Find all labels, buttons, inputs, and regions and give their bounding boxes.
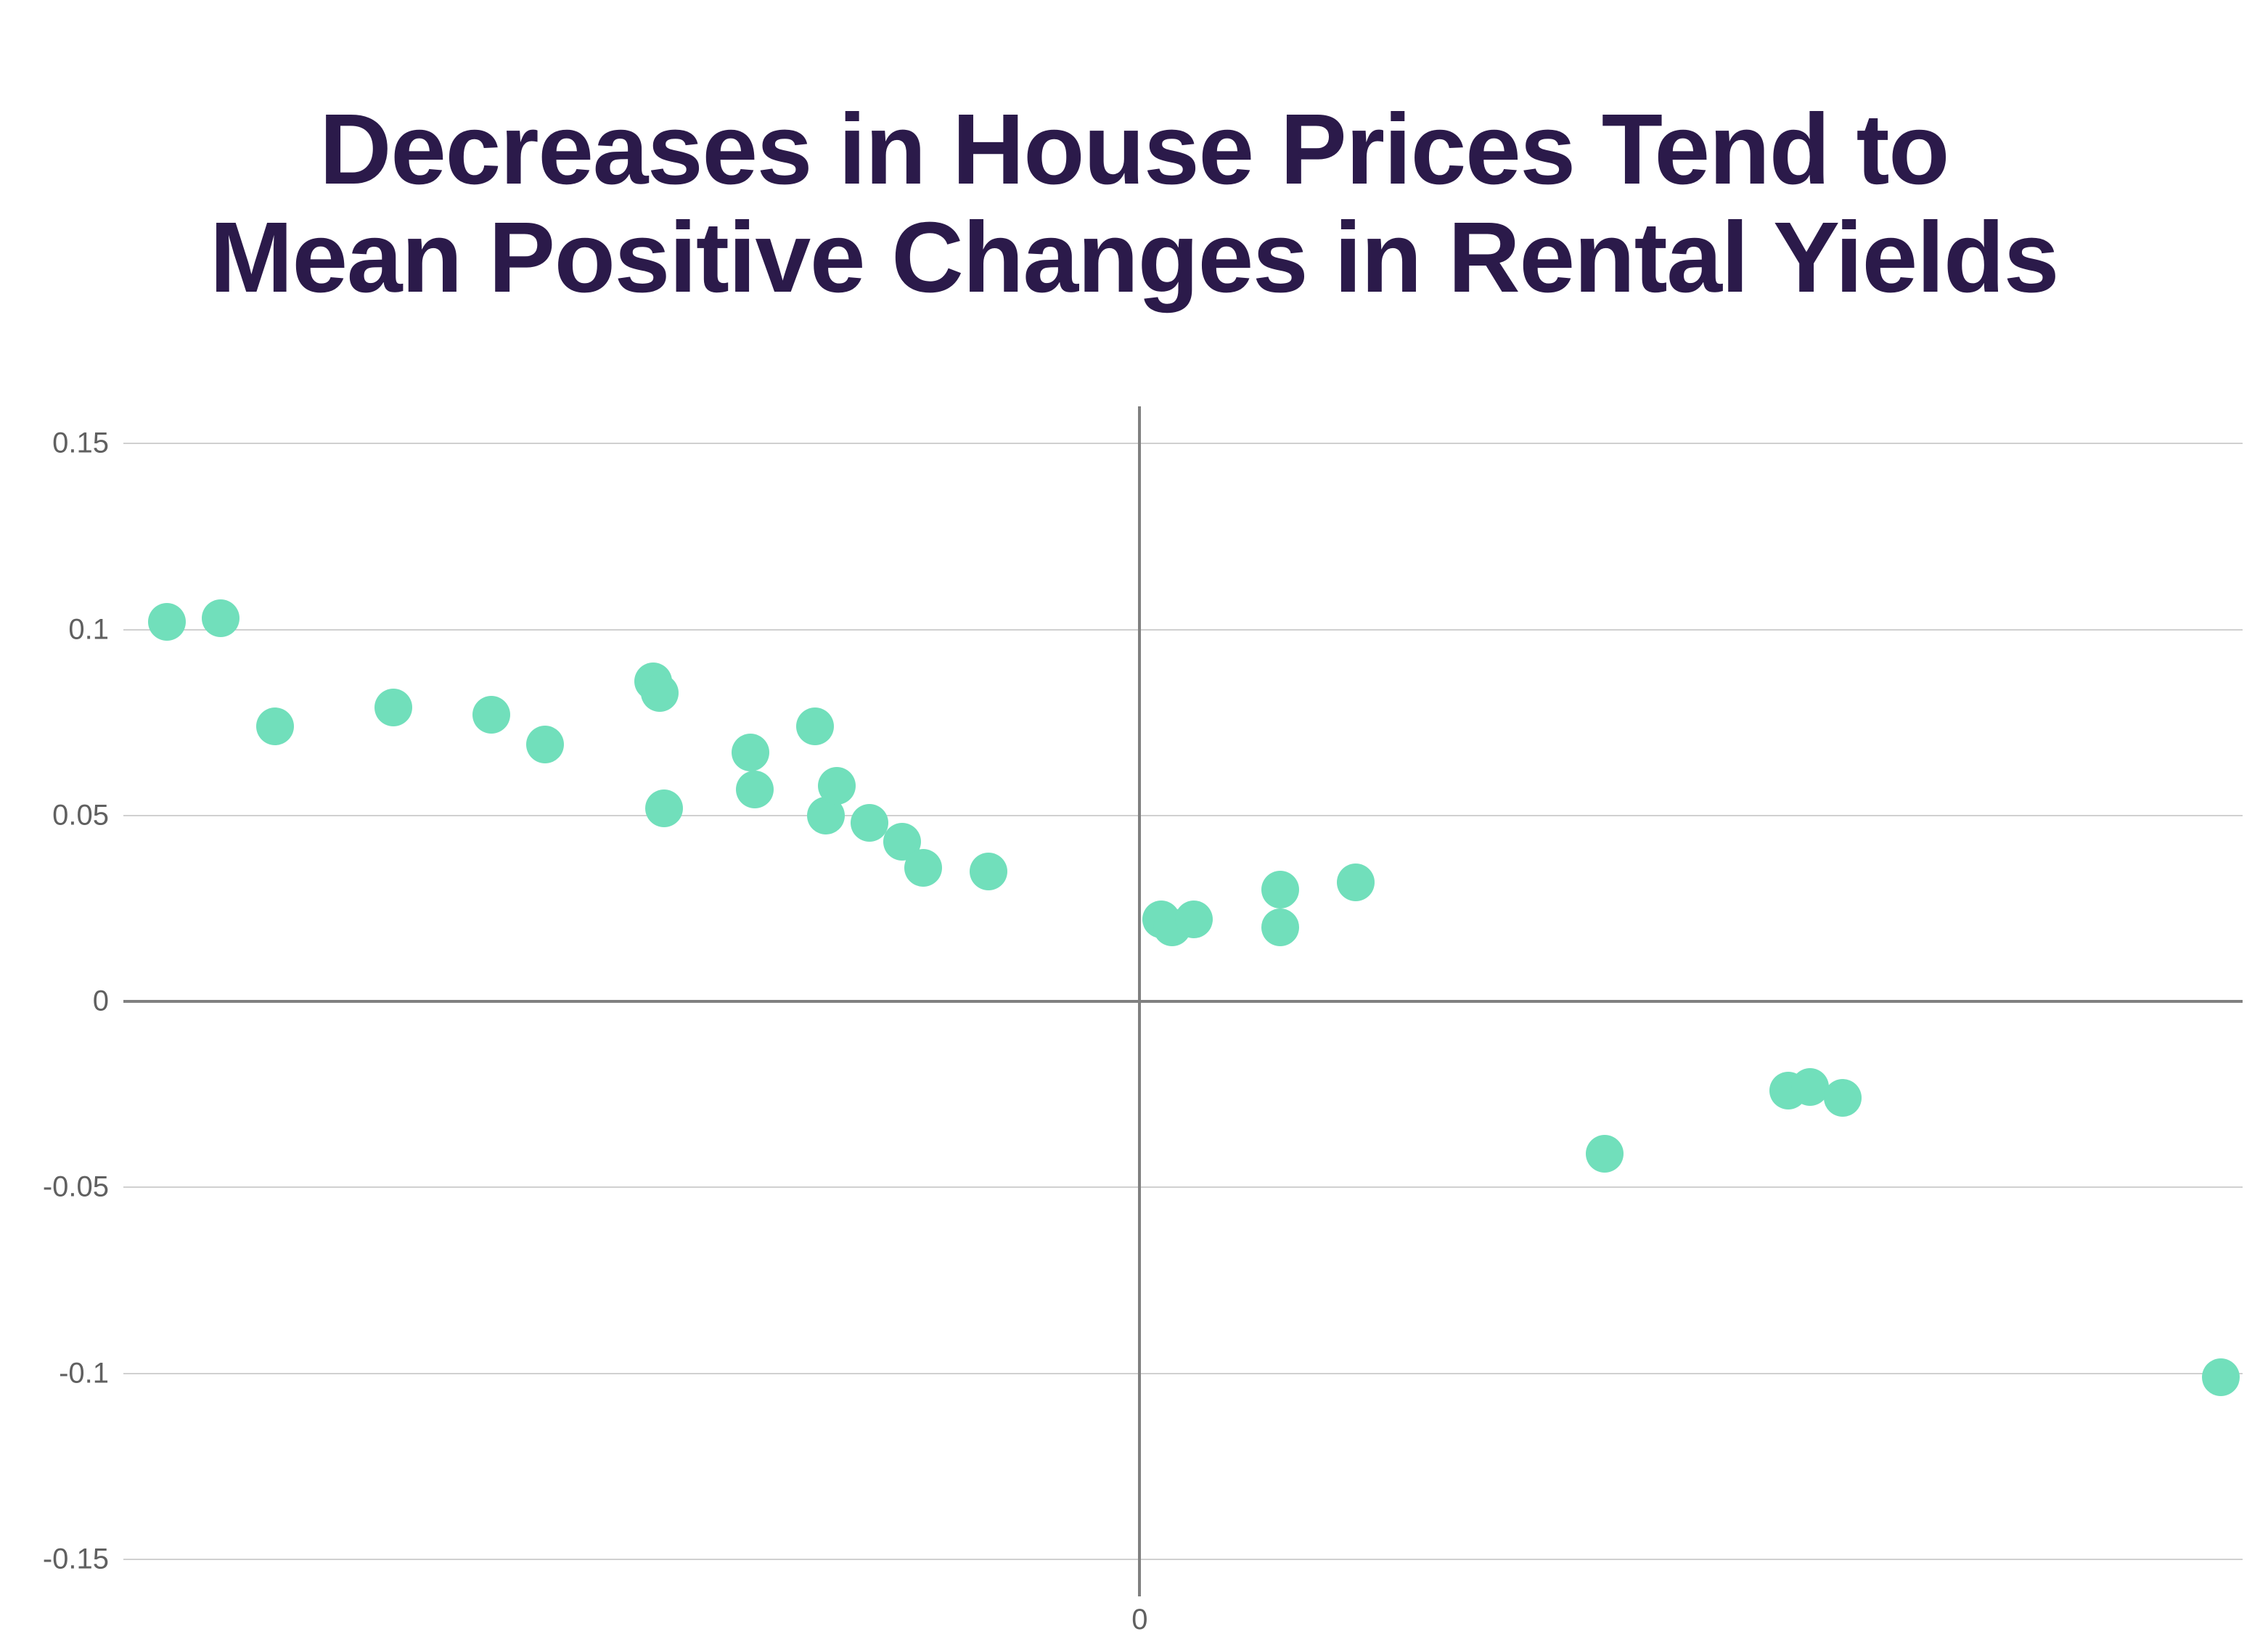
data-point bbox=[1261, 908, 1299, 946]
y-tick-label: -0.1 bbox=[59, 1357, 123, 1390]
gridline-h bbox=[123, 629, 2243, 631]
gridline-h bbox=[123, 1559, 2243, 1560]
plot-area: 0.150.10.050-0.05-0.1-0.150 bbox=[123, 406, 2243, 1596]
data-point bbox=[904, 849, 942, 887]
page: Decreases in House Prices Tend to Mean P… bbox=[0, 0, 2268, 1645]
gridline-h bbox=[123, 1186, 2243, 1188]
data-point bbox=[645, 789, 683, 827]
x-tick-label: 0 bbox=[1131, 1596, 1147, 1636]
y-tick-label: -0.05 bbox=[43, 1171, 123, 1204]
data-point bbox=[796, 707, 834, 745]
chart-title: Decreases in House Prices Tend to Mean P… bbox=[0, 96, 2268, 312]
data-point bbox=[472, 696, 510, 734]
y-axis-line bbox=[1138, 406, 1141, 1596]
gridline-h bbox=[123, 1373, 2243, 1374]
data-point bbox=[641, 674, 679, 712]
scatter-plot: 0.150.10.050-0.05-0.1-0.150 bbox=[123, 406, 2243, 1596]
data-point bbox=[374, 689, 412, 726]
data-point bbox=[1175, 901, 1213, 938]
data-point bbox=[818, 767, 856, 805]
gridline-h bbox=[123, 815, 2243, 816]
data-point bbox=[970, 853, 1007, 890]
data-point bbox=[1586, 1135, 1624, 1173]
data-point bbox=[526, 726, 564, 763]
x-axis-line bbox=[123, 1000, 2243, 1003]
data-point bbox=[851, 804, 888, 842]
data-point bbox=[1824, 1079, 1862, 1117]
data-point bbox=[2202, 1358, 2240, 1396]
data-point bbox=[736, 771, 774, 808]
data-point bbox=[1261, 871, 1299, 908]
gridline-h bbox=[123, 443, 2243, 444]
y-tick-label: 0.05 bbox=[52, 799, 123, 832]
chart-title-line1: Decreases in House Prices Tend to bbox=[319, 94, 1949, 205]
y-tick-label: -0.15 bbox=[43, 1543, 123, 1575]
chart-title-line2: Mean Positive Changes in Rental Yields bbox=[210, 202, 2058, 313]
data-point bbox=[202, 599, 240, 637]
data-point bbox=[148, 603, 186, 641]
y-tick-label: 0 bbox=[93, 985, 123, 1018]
data-point bbox=[1337, 863, 1375, 901]
y-tick-label: 0.1 bbox=[68, 613, 123, 646]
y-tick-label: 0.15 bbox=[52, 427, 123, 460]
data-point bbox=[732, 734, 769, 771]
data-point bbox=[256, 707, 294, 745]
